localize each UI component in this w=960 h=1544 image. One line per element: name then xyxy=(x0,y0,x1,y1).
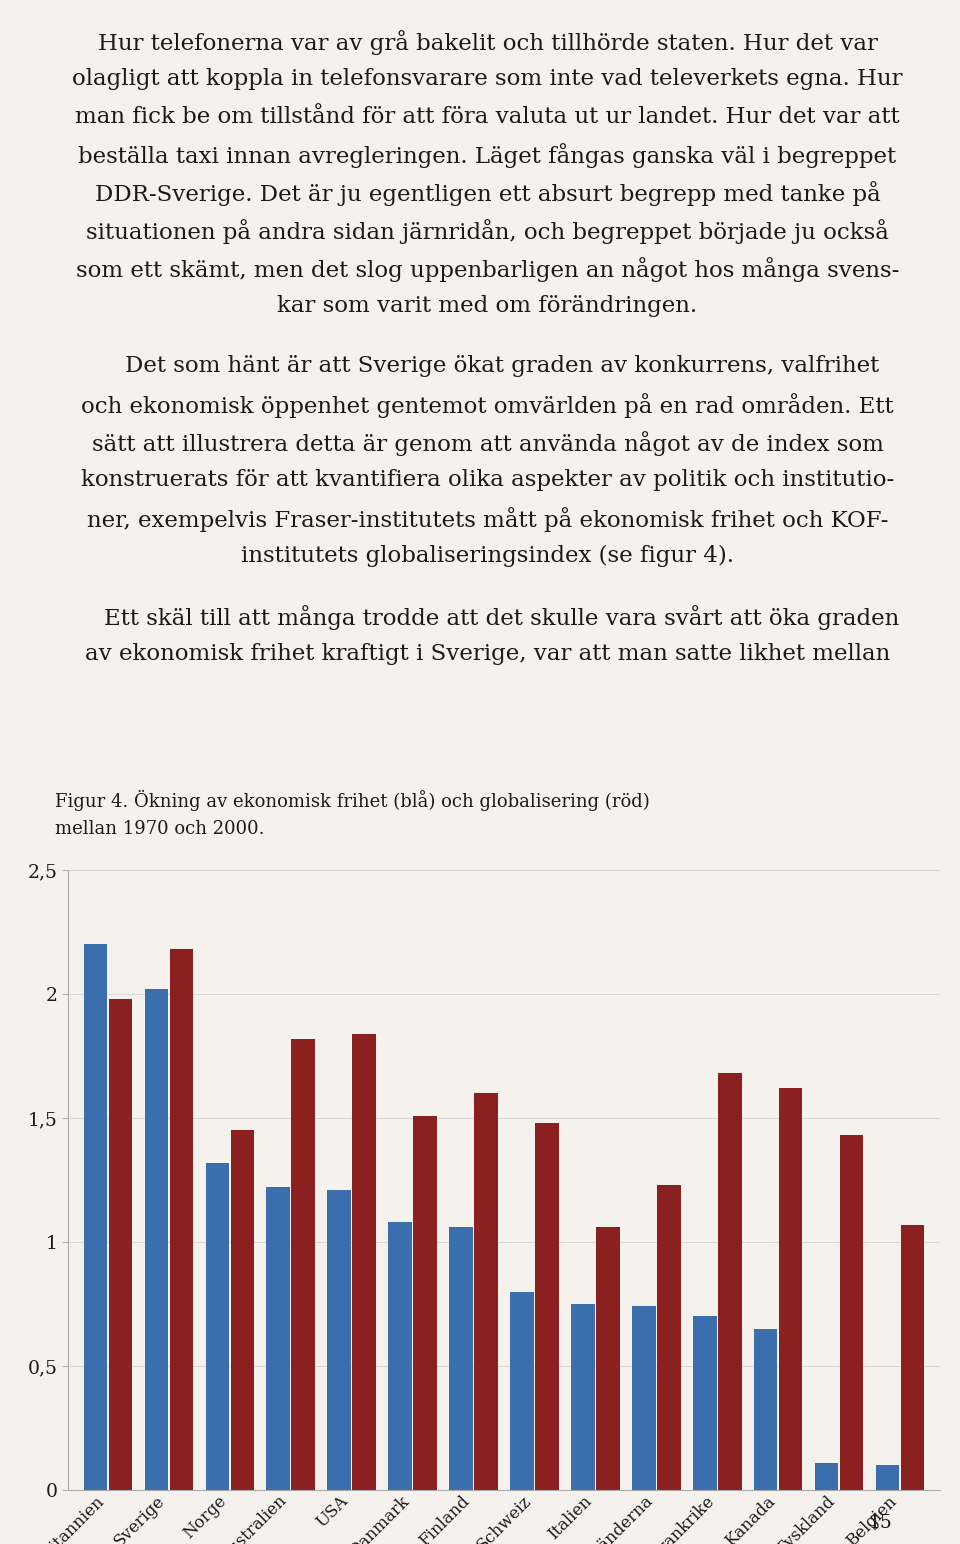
Bar xyxy=(901,1224,924,1490)
Bar xyxy=(449,1227,472,1490)
Bar xyxy=(718,1073,741,1490)
Bar xyxy=(108,999,132,1490)
Text: av ekonomisk frihet kraftigt i Sverige, var att man satte likhet mellan: av ekonomisk frihet kraftigt i Sverige, … xyxy=(84,642,890,665)
Bar xyxy=(474,1093,497,1490)
Text: 15: 15 xyxy=(869,1513,893,1532)
Bar xyxy=(389,1223,412,1490)
Bar xyxy=(596,1227,619,1490)
Bar xyxy=(658,1184,681,1490)
Bar xyxy=(414,1115,437,1490)
Text: Hur telefonerna var av grå bakelit och tillhörde staten. Hur det var: Hur telefonerna var av grå bakelit och t… xyxy=(98,29,877,56)
Bar xyxy=(511,1292,534,1490)
Bar xyxy=(693,1317,716,1490)
Text: DDR-Sverige. Det är ju egentligen ett absurt begrepp med tanke på: DDR-Sverige. Det är ju egentligen ett ab… xyxy=(95,181,880,207)
Text: ner, exempelvis Fraser-institutets mått på ekonomisk frihet och KOF-: ner, exempelvis Fraser-institutets mått … xyxy=(86,506,888,531)
Bar xyxy=(84,945,107,1490)
Text: sätt att illustrera detta är genom att använda något av de index som: sätt att illustrera detta är genom att a… xyxy=(91,431,883,455)
Text: beställa taxi innan avregleringen. Läget fångas ganska väl i begreppet: beställa taxi innan avregleringen. Läget… xyxy=(79,144,897,168)
Bar xyxy=(145,990,168,1490)
Text: Det som hänt är att Sverige ökat graden av konkurrens, valfrihet: Det som hänt är att Sverige ökat graden … xyxy=(96,355,879,377)
Bar xyxy=(536,1122,559,1490)
Bar xyxy=(780,1089,803,1490)
Text: institutets globaliseringsindex (se figur 4).: institutets globaliseringsindex (se figu… xyxy=(241,545,734,567)
Bar xyxy=(267,1187,290,1490)
Bar xyxy=(230,1130,253,1490)
Bar xyxy=(755,1329,778,1490)
Bar xyxy=(633,1306,656,1490)
Text: mellan 1970 och 2000.: mellan 1970 och 2000. xyxy=(55,820,265,838)
Text: konstruerats för att kvantifiera olika aspekter av politik och institutio-: konstruerats för att kvantifiera olika a… xyxy=(81,469,894,491)
Bar xyxy=(205,1163,228,1490)
Bar xyxy=(170,950,193,1490)
Text: situationen på andra sidan järnridån, och begreppet började ju också: situationen på andra sidan järnridån, oc… xyxy=(86,219,889,244)
Bar xyxy=(840,1135,863,1490)
Text: som ett skämt, men det slog uppenbarligen an något hos många svens-: som ett skämt, men det slog uppenbarlige… xyxy=(76,256,900,283)
Text: man fick be om tillstånd för att föra valuta ut ur landet. Hur det var att: man fick be om tillstånd för att föra va… xyxy=(75,105,900,128)
Bar xyxy=(327,1190,350,1490)
Text: och ekonomisk öppenhet gentemot omvärlden på en rad områden. Ett: och ekonomisk öppenhet gentemot omvärlde… xyxy=(82,394,894,418)
Text: Ett skäl till att många trodde att det skulle vara svårt att öka graden: Ett skäl till att många trodde att det s… xyxy=(76,605,900,630)
Bar xyxy=(352,1033,375,1490)
Bar xyxy=(815,1462,838,1490)
Bar xyxy=(876,1465,900,1490)
Text: Figur 4. Ökning av ekonomisk frihet (blå) och globalisering (röd): Figur 4. Ökning av ekonomisk frihet (blå… xyxy=(55,791,650,811)
Bar xyxy=(292,1039,315,1490)
Text: olagligt att koppla in telefonsvarare som inte vad televerkets egna. Hur: olagligt att koppla in telefonsvarare so… xyxy=(72,68,902,90)
Text: kar som varit med om förändringen.: kar som varit med om förändringen. xyxy=(277,295,698,317)
Bar xyxy=(571,1305,594,1490)
